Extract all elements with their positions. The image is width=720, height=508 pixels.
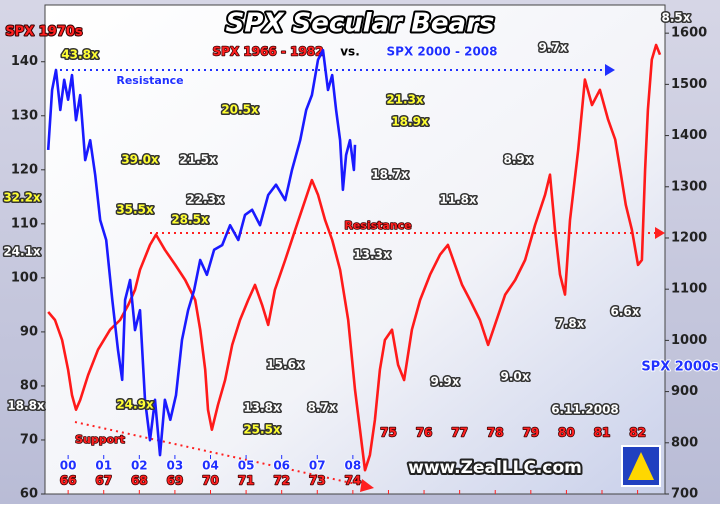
y2-tick-label: 1500 — [671, 77, 707, 92]
series-line — [47, 43, 662, 472]
x-tick-label: 75 — [380, 426, 397, 440]
y-tick-label: 120 — [11, 162, 38, 177]
annotation: 9.7x — [539, 41, 568, 55]
y-tick-label: 100 — [11, 270, 38, 285]
annotation: 21.5x — [179, 153, 217, 167]
y2-tick-label: 800 — [671, 435, 698, 450]
x2-tick-label: 07 — [309, 459, 326, 473]
x-tick-label: 70 — [202, 474, 219, 488]
logo-mark — [628, 452, 654, 480]
y2-tick-label: 900 — [671, 384, 698, 399]
y2-tick-label: 1100 — [671, 282, 707, 297]
y-tick-label: 70 — [20, 432, 38, 447]
annotation: Support — [75, 433, 125, 446]
annotation: 11.8x — [439, 193, 477, 207]
legend-entry: SPX 2000 - 2008 — [387, 45, 498, 59]
annotation: Resistance — [344, 219, 411, 232]
x-tick-label: 66 — [60, 474, 77, 488]
x-tick-label: 71 — [238, 474, 255, 488]
y-tick-label: 130 — [11, 108, 38, 123]
y2-tick-label: 1300 — [671, 179, 707, 194]
annotation: 21.3x — [386, 93, 424, 107]
annotation: 8.9x — [504, 153, 533, 167]
chart-title: SPX Secular Bears — [226, 9, 495, 39]
annotation: Resistance — [116, 74, 183, 87]
annotation: 24.9x — [116, 398, 154, 412]
annotation: 15.6x — [266, 358, 304, 372]
y2-tick-label: 1400 — [671, 128, 707, 143]
annotation: vs. — [340, 45, 360, 59]
annotation: 39.0x — [121, 153, 159, 167]
x-tick-label: 73 — [309, 474, 326, 488]
annotation: 18.8x — [7, 399, 45, 413]
y2-tick-label: 700 — [671, 487, 698, 502]
x-tick-label: 77 — [451, 426, 468, 440]
y-tick-label: 110 — [11, 216, 38, 231]
series-line — [46, 48, 357, 457]
logo — [621, 445, 661, 487]
annotation: 9.9x — [431, 375, 460, 389]
resistance-arrow — [605, 64, 615, 76]
x2-tick-label: 06 — [273, 459, 290, 473]
annotation: 8.5x — [662, 11, 691, 25]
annotation: 35.5x — [116, 203, 154, 217]
annotation: 32.2x — [3, 191, 41, 205]
y2-tick-label: 1200 — [671, 230, 707, 245]
annotation: 13.3x — [353, 248, 391, 262]
x-tick-label: 78 — [487, 426, 504, 440]
annotation: www.ZealLLC.com — [408, 458, 582, 478]
x-tick-label: 81 — [594, 426, 611, 440]
x2-tick-label: 03 — [167, 459, 184, 473]
x2-tick-label: 08 — [345, 459, 362, 473]
annotation: 22.3x — [186, 193, 224, 207]
annotation: 6.11.2008 — [551, 403, 619, 417]
x-tick-label: 69 — [167, 474, 184, 488]
resistance-arrow — [655, 227, 665, 239]
annotation: 6.6x — [611, 305, 640, 319]
x-tick-label: 72 — [273, 474, 290, 488]
annotation: 20.5x — [221, 103, 259, 117]
x2-tick-label: 01 — [95, 459, 112, 473]
annotation: 28.5x — [171, 213, 209, 227]
y-tick-label: 60 — [20, 487, 38, 502]
annotation: 43.8x — [61, 48, 99, 62]
annotation: 25.5x — [243, 423, 281, 437]
x-tick-label: 76 — [416, 426, 433, 440]
legend-entry: SPX 1966 - 1982 — [213, 45, 324, 59]
annotation: 24.1x — [3, 245, 41, 259]
x2-tick-label: 04 — [202, 459, 219, 473]
y-tick-label: 80 — [20, 378, 38, 393]
y2-axis-label: SPX 2000s — [641, 360, 719, 375]
annotation: 8.7x — [308, 401, 337, 415]
annotation: 18.7x — [371, 168, 409, 182]
x2-tick-label: 02 — [131, 459, 148, 473]
support-line — [74, 421, 366, 487]
x-tick-label: 74 — [345, 474, 362, 488]
y2-tick-label: 1600 — [671, 26, 707, 41]
x2-tick-label: 00 — [60, 459, 77, 473]
annotation: 9.0x — [501, 370, 530, 384]
annotation: 13.8x — [243, 401, 281, 415]
x-tick-label: 80 — [558, 426, 575, 440]
x-tick-label: 67 — [95, 474, 112, 488]
y2-tick-label: 1000 — [671, 333, 707, 348]
y-tick-label: 140 — [11, 54, 38, 69]
x-tick-label: 82 — [629, 426, 646, 440]
annotation: 18.9x — [391, 115, 429, 129]
y-axis-label: SPX 1970s — [5, 25, 83, 40]
annotation: 7.8x — [556, 317, 585, 331]
x-tick-label: 68 — [131, 474, 148, 488]
support-arrow — [360, 479, 374, 492]
y-tick-label: 90 — [20, 324, 38, 339]
x2-tick-label: 05 — [238, 459, 255, 473]
x-tick-label: 79 — [522, 426, 539, 440]
